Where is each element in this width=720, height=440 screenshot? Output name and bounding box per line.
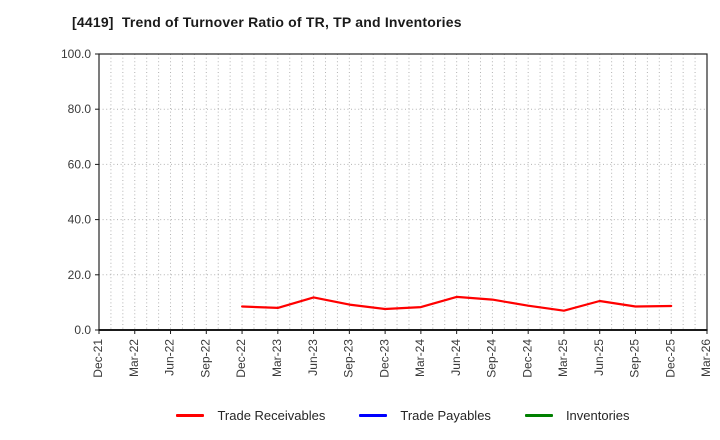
legend-item-trade-payables: Trade Payables: [359, 408, 491, 423]
legend-item-inventories: Inventories: [524, 407, 630, 423]
x-tick-label: Mar-25: [556, 339, 570, 377]
y-tick-label: 40.0: [68, 213, 92, 227]
y-tick-label: 0.0: [74, 323, 91, 337]
legend-item-trade-receivables: Trade Receivables: [176, 408, 325, 423]
x-tick-label: Dec-22: [234, 339, 248, 378]
x-tick-label: Sep-25: [628, 339, 642, 378]
x-tick-label: Jun-23: [306, 339, 320, 376]
x-tick-label: Mar-23: [270, 339, 284, 377]
y-axis: 0.0 20.0 40.0 60.0 80.0 100.0: [61, 47, 99, 337]
x-tick-label: Sep-22: [198, 339, 212, 378]
legend-label-inventories: Inventories: [565, 407, 630, 423]
legend-label-trade-payables: Trade Payables: [400, 407, 491, 423]
y-tick-label: 20.0: [68, 268, 92, 282]
y-tick-label: 100.0: [61, 47, 91, 61]
x-tick-label: Dec-24: [520, 339, 534, 378]
y-tick-label: 60.0: [68, 157, 92, 171]
x-tick-label: Jun-24: [449, 339, 463, 376]
legend-swatch-trade-receivables: [176, 413, 205, 417]
legend-swatch-inventories: [524, 413, 553, 417]
chart-title: [4419] Trend of Turnover Ratio of TR, TP…: [72, 14, 462, 30]
legend-label-trade-receivables: Trade Receivables: [217, 407, 326, 423]
series-line-trade-receivables: [241, 295, 673, 312]
plot-frame: [98, 53, 708, 331]
x-tick-label: Dec-25: [663, 339, 677, 378]
gridlines: [98, 53, 708, 330]
x-tick-label: Sep-23: [342, 339, 356, 378]
x-tick-label: Mar-24: [413, 339, 427, 377]
x-tick-label: Jun-25: [592, 339, 606, 376]
x-tick-label: Mar-22: [127, 339, 141, 377]
chart-legend: Trade Receivables Trade Payables Inventori…: [99, 402, 707, 428]
x-tick-label: Sep-24: [485, 339, 499, 378]
x-tick-label: Dec-21: [91, 339, 105, 378]
y-tick-label: 80.0: [68, 102, 92, 116]
x-tick-label: Jun-22: [163, 339, 177, 376]
x-axis: Dec-21 Mar-22 Jun-22 Sep-22 Dec-22 Mar-23 Jun-…: [91, 330, 713, 378]
legend-swatch-trade-payables: [359, 413, 388, 417]
x-tick-label: Mar-26: [699, 339, 713, 377]
x-tick-label: Dec-23: [377, 339, 391, 378]
